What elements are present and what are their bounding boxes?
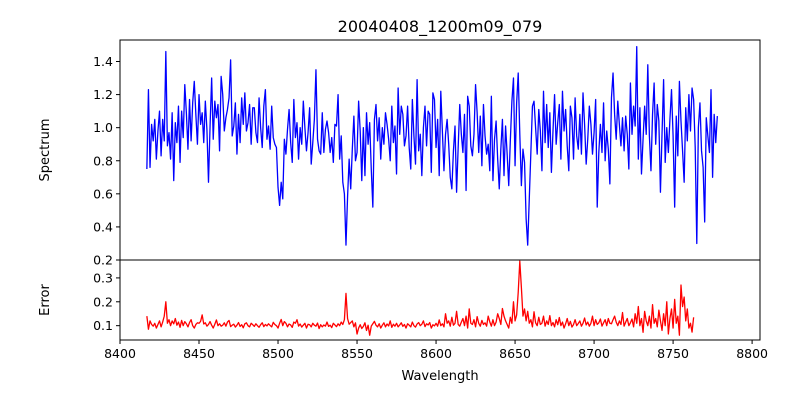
y-tick-label: 0.3	[93, 270, 113, 285]
spectrum-series-group	[146, 45, 718, 246]
error-y-axis-label: Error	[38, 284, 53, 316]
x-tick-label: 8550	[341, 346, 373, 361]
error-axes-frame	[119, 259, 761, 341]
x-tick-label: 8800	[736, 346, 768, 361]
spectrum-y-axis-label: Spectrum	[38, 119, 53, 182]
x-tick-label: 8650	[499, 346, 531, 361]
error-y-ticks: 0.1 0.2 0.3	[93, 270, 120, 333]
x-tick-label: 8700	[578, 346, 610, 361]
y-tick-label: 1.0	[93, 120, 113, 135]
y-tick-label: 1.4	[93, 54, 113, 69]
y-tick-label: 0.1	[93, 318, 113, 333]
spectrum-line-0	[146, 45, 718, 246]
x-tick-label: 8750	[657, 346, 689, 361]
y-tick-label: 0.2	[93, 253, 113, 268]
y-tick-label: 0.4	[93, 219, 113, 234]
x-axis-ticks: 8400 8450 8500 8550 8600 8650 8700 8750 8800	[104, 340, 768, 361]
chart-title: 20040408_1200m09_079	[338, 17, 543, 37]
y-tick-label: 0.8	[93, 153, 113, 168]
spectrum-panel: 0.2 0.4 0.6 0.8 1.0 1.2 1.4 Spectrum	[38, 39, 761, 268]
x-tick-label: 8400	[104, 346, 136, 361]
y-tick-label: 0.2	[93, 294, 113, 309]
y-tick-label: 0.6	[93, 186, 113, 201]
spectrum-y-ticks: 0.2 0.4 0.6 0.8 1.0 1.2 1.4	[93, 54, 120, 268]
error-panel: 0.1 0.2 0.3 Error	[38, 259, 761, 341]
x-tick-label: 8450	[183, 346, 215, 361]
x-axis-label: Wavelength	[401, 369, 478, 384]
y-tick-label: 1.2	[93, 87, 113, 102]
x-tick-label: 8600	[420, 346, 452, 361]
error-series-group	[146, 260, 695, 336]
error-line-0	[146, 260, 695, 336]
x-tick-label: 8500	[262, 346, 294, 361]
